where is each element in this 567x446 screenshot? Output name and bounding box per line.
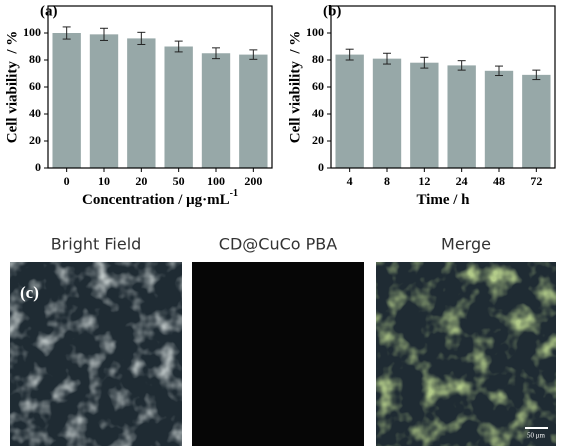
error-bar xyxy=(495,65,503,77)
y-tick-label: 100 xyxy=(306,25,324,39)
y-tick-label: 80 xyxy=(29,52,41,66)
error-bar xyxy=(383,52,391,65)
bar xyxy=(201,53,231,168)
panel-label: (a) xyxy=(40,3,58,19)
x-tick-label: 50 xyxy=(173,174,185,188)
bar xyxy=(522,74,551,168)
x-tick-label: 8 xyxy=(384,174,390,188)
y-tick-label: 60 xyxy=(29,79,41,93)
scale-bar-label: 50 μm xyxy=(527,432,546,440)
y-tick-label: 20 xyxy=(312,133,324,147)
x-axis-label: Time / h xyxy=(416,192,470,208)
bar xyxy=(89,34,119,168)
bar xyxy=(447,65,476,168)
x-tick-label: 72 xyxy=(530,174,542,188)
error-bar xyxy=(212,47,220,60)
x-tick-label: 48 xyxy=(493,174,505,188)
x-axis-label-text: Time / h xyxy=(416,192,470,208)
plot-frame xyxy=(330,5,556,169)
x-tick-label: 100 xyxy=(207,174,225,188)
x-axis-label-superscript: -1 xyxy=(230,188,238,199)
x-tick-label: 4 xyxy=(347,174,353,188)
bar xyxy=(239,54,268,168)
error-bar xyxy=(457,60,466,71)
x-axis-label: Concentration / μg·mL-1 xyxy=(82,188,238,208)
error-bar xyxy=(174,40,183,53)
image-title: Merge xyxy=(441,235,491,254)
bar xyxy=(127,38,156,169)
y-tick-label: 80 xyxy=(312,52,324,66)
y-axis-label: Cell viability / % xyxy=(4,31,20,144)
y-tick-label: 60 xyxy=(312,79,324,93)
error-bar xyxy=(345,48,354,61)
error-bar xyxy=(137,31,146,45)
x-tick-label: 20 xyxy=(135,174,147,188)
bar xyxy=(372,58,402,168)
y-tick-label: 100 xyxy=(23,25,41,39)
cell-texture xyxy=(10,262,182,446)
panel-label: (b) xyxy=(323,3,341,19)
image-title: CD@CuCo PBA xyxy=(219,235,337,254)
error-bar xyxy=(420,56,429,69)
error-bar xyxy=(62,26,71,40)
x-tick-label: 12 xyxy=(418,174,430,188)
y-tick-label: 40 xyxy=(29,106,41,120)
y-axis-label: Cell viability / % xyxy=(287,31,303,144)
error-bar xyxy=(532,69,541,81)
error-bar xyxy=(100,27,108,41)
error-bar xyxy=(249,49,258,60)
bar xyxy=(484,70,514,168)
fluorescence-image xyxy=(192,262,364,446)
y-tick-label: 40 xyxy=(312,106,324,120)
x-axis-label-text: Concentration / μg·mL xyxy=(82,192,230,208)
y-tick-label: 0 xyxy=(318,160,324,174)
y-tick-label: 20 xyxy=(29,133,41,147)
y-tick-label: 0 xyxy=(35,160,41,174)
image-title: Bright Field xyxy=(51,235,142,254)
bar xyxy=(410,62,439,169)
bar xyxy=(335,54,364,168)
bar xyxy=(164,46,193,168)
panel-label: (c) xyxy=(20,283,39,302)
cell-texture xyxy=(376,262,556,446)
x-tick-label: 200 xyxy=(244,174,262,188)
x-tick-label: 24 xyxy=(456,174,468,188)
plot-frame xyxy=(47,5,273,169)
bar xyxy=(52,33,81,168)
x-tick-label: 10 xyxy=(98,174,110,188)
x-tick-label: 0 xyxy=(64,174,70,188)
